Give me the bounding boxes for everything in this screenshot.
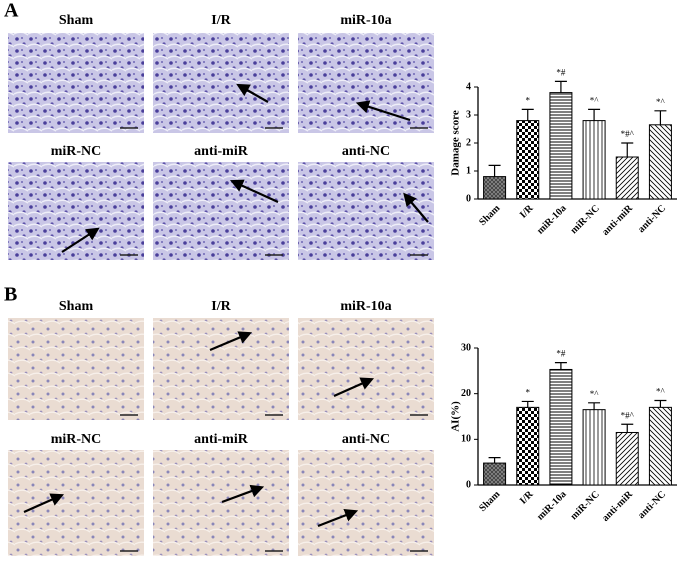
bar (516, 120, 540, 200)
error-bar (521, 400, 534, 408)
micrograph (298, 318, 434, 420)
significance-label: *#^ (621, 410, 635, 420)
y-axis-label: Damage score (450, 110, 462, 176)
micrograph (298, 33, 434, 133)
micrograph (8, 450, 144, 556)
bar (483, 462, 507, 486)
significance-label: *^ (590, 95, 600, 105)
error-bar (588, 108, 601, 121)
arrow (209, 331, 253, 352)
significance-label: * (526, 95, 531, 105)
x-tick-label: miR-10a (535, 489, 569, 523)
x-tick-label: anti-miR (600, 202, 635, 237)
x-tick-label: I/R (518, 488, 536, 506)
arrow (355, 100, 411, 122)
image-label: Sham (59, 299, 94, 314)
image-label: miR-10a (340, 13, 391, 28)
image-label: anti-NC (342, 144, 390, 159)
significance-label: *^ (656, 97, 666, 107)
arrow (333, 377, 375, 398)
significance-label: *# (556, 349, 566, 359)
error-bar (521, 108, 534, 121)
x-tick-label: miR-NC (569, 203, 602, 236)
x-tick-label: anti-NC (636, 203, 668, 235)
y-tick-label: 0 (466, 193, 471, 204)
micrograph (8, 318, 144, 420)
bar (615, 431, 639, 486)
x-tick-label: anti-miR (600, 488, 635, 523)
micrograph (153, 318, 289, 420)
error-bar (654, 399, 667, 408)
error-bar (488, 164, 501, 177)
error-bar (554, 80, 567, 93)
error-bar (488, 457, 501, 464)
image-label: anti-miR (194, 144, 249, 159)
bar (483, 176, 507, 200)
bar (615, 156, 639, 200)
y-tick-label: 1 (466, 165, 471, 176)
image-label: miR-NC (51, 432, 102, 447)
image-label: miR-NC (51, 144, 102, 159)
micrograph (8, 33, 144, 133)
bar (582, 409, 606, 486)
image-label: miR-10a (340, 299, 391, 314)
bar (648, 406, 672, 486)
error-bar (621, 423, 634, 433)
significance-label: *# (556, 67, 566, 77)
micrograph (8, 162, 144, 260)
error-bar (588, 402, 601, 410)
error-bar (654, 110, 667, 125)
significance-label: *^ (590, 389, 600, 399)
bar (549, 368, 573, 486)
micrograph (153, 33, 289, 133)
y-tick-label: 4 (466, 81, 471, 92)
y-tick-label: 20 (461, 388, 471, 399)
significance-label: * (526, 387, 531, 397)
y-axis-label: AI(%) (450, 401, 462, 432)
bar (648, 124, 672, 200)
micrograph (298, 450, 434, 556)
image-label: Sham (59, 13, 94, 28)
x-tick-label: Sham (477, 202, 503, 228)
panel-letter: B (4, 284, 17, 306)
x-tick-label: anti-NC (636, 489, 668, 521)
x-tick-label: miR-NC (569, 489, 602, 522)
bar (582, 120, 606, 200)
error-bar (621, 142, 634, 157)
arrow (61, 227, 100, 253)
image-label: I/R (211, 299, 231, 314)
arrow (229, 179, 279, 204)
micrograph (153, 450, 289, 556)
significance-label: *#^ (621, 129, 635, 139)
y-tick-label: 2 (466, 137, 471, 148)
arrow (23, 493, 65, 514)
y-tick-label: 0 (466, 479, 471, 490)
error-bar (554, 362, 567, 370)
micrograph (298, 162, 434, 260)
image-label: I/R (211, 13, 231, 28)
y-tick-label: 30 (461, 342, 471, 353)
arrow (317, 509, 359, 528)
image-label: anti-miR (194, 432, 249, 447)
x-tick-label: I/R (518, 202, 536, 220)
panel-letter: A (4, 0, 19, 22)
bar (516, 406, 540, 486)
y-tick-label: 3 (466, 109, 471, 120)
arrow (236, 83, 269, 103)
arrow (221, 484, 265, 504)
arrow (403, 192, 429, 223)
x-tick-label: Sham (477, 488, 503, 514)
bar (549, 92, 573, 200)
x-tick-label: miR-10a (535, 203, 569, 237)
significance-label: *^ (656, 387, 666, 397)
image-label: anti-NC (342, 432, 390, 447)
micrograph (153, 162, 289, 260)
y-tick-label: 10 (461, 434, 471, 445)
